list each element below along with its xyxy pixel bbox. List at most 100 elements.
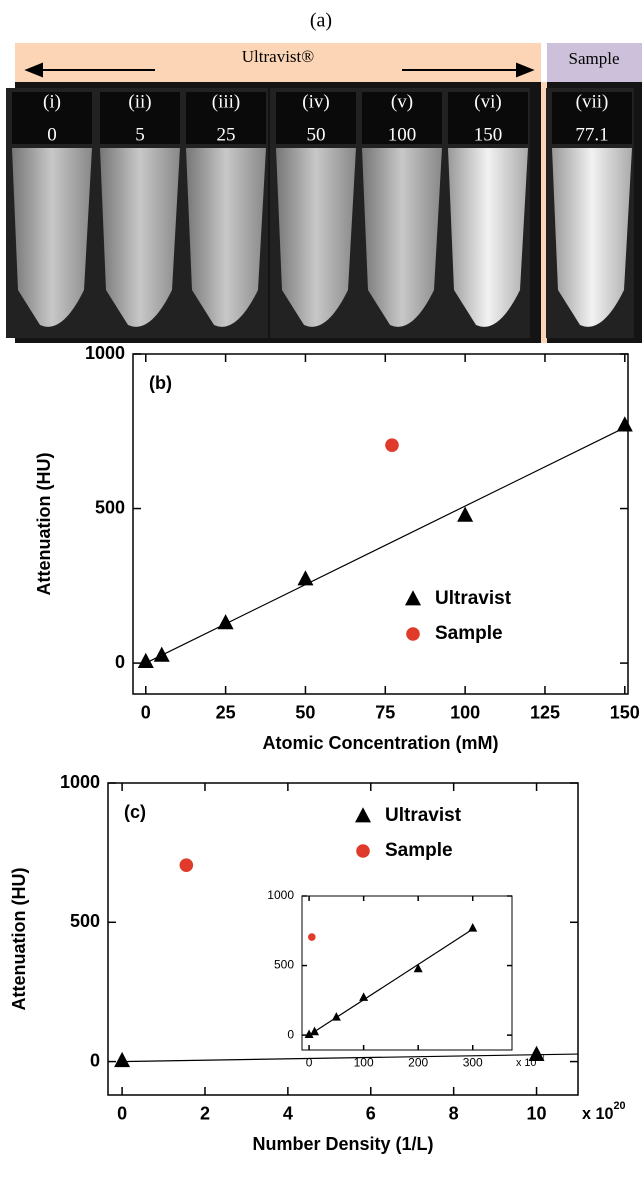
tube-label: (v) (391, 91, 413, 112)
fit-line (308, 928, 474, 1036)
legend-label: Sample (385, 840, 453, 861)
y-tick-label: 0 (90, 1050, 100, 1070)
marker-circle (385, 438, 399, 452)
panel-title: (a) (310, 10, 332, 32)
x-tick-label: 100 (354, 1055, 374, 1069)
marker-triangle (153, 646, 170, 662)
marker-circle (307, 933, 316, 941)
tube (552, 148, 632, 327)
legend-label: Ultravist (385, 805, 462, 826)
x-tick-label: 10 (527, 1104, 547, 1124)
marker-triangle (468, 923, 478, 932)
marker-triangle (304, 1029, 314, 1039)
y-tick-label: 500 (274, 958, 294, 972)
legend-marker (355, 807, 371, 823)
tube-label: (i) (43, 91, 61, 112)
x-multiplier-exponent: 20 (614, 1100, 626, 1112)
tubes: (i) 0 (ii) 5 (iii) 25 (iv) 50 (v) 100 (vi) 150 (vii)… (6, 88, 634, 338)
tube-cap (100, 92, 180, 144)
marker-triangle (616, 416, 633, 432)
marker-triangle (413, 963, 423, 973)
tube-cap (552, 92, 632, 144)
marker-triangle (114, 1051, 131, 1068)
x-multiplier-base: x 10 (516, 1057, 536, 1069)
tube-cap (186, 92, 266, 144)
x-tick-label: 8 (449, 1104, 459, 1124)
marker-triangle (297, 570, 314, 586)
tube-label: (iv) (302, 91, 329, 112)
sample-banner-bg (547, 43, 642, 82)
y-tick-label: 1000 (60, 772, 100, 792)
x-tick-label: 200 (408, 1055, 428, 1069)
panel-label: (c) (124, 802, 146, 822)
x-tick-label: 75 (375, 703, 395, 723)
tube-value: 150 (474, 124, 503, 145)
x-tick-label: 300 (463, 1055, 483, 1069)
x-tick-label: 0 (117, 1104, 127, 1124)
tube (276, 148, 356, 327)
y-tick-label: 1000 (85, 343, 125, 363)
banner (15, 43, 541, 82)
tube-cap (12, 92, 92, 144)
sample-banner-label: Sample (569, 49, 620, 68)
y-tick-label: 1000 (267, 888, 294, 902)
tube-label: (vi) (474, 91, 501, 112)
fit-line (122, 1053, 579, 1063)
plot-frame (132, 353, 629, 695)
x-tick-label: 4 (283, 1104, 293, 1124)
y-axis-label: Attenuation (HU) (34, 453, 54, 596)
legend-label: Sample (435, 623, 503, 644)
tube-cap (362, 92, 442, 144)
x-multiplier: x 1020 (582, 1100, 626, 1123)
tube-cap (276, 92, 356, 144)
legend-label: Ultravist (435, 588, 512, 609)
tube-value: 100 (388, 124, 417, 145)
x-tick-label: 25 (216, 703, 236, 723)
banner-label: Ultravist® (242, 47, 314, 66)
tube (362, 148, 442, 327)
x-tick-label: 0 (306, 1055, 313, 1069)
y-tick-label: 500 (70, 911, 100, 931)
tube-label: (ii) (128, 91, 151, 112)
tube-cap (448, 92, 528, 144)
tube (186, 148, 266, 327)
y-axis-label: Attenuation (HU) (9, 868, 29, 1011)
x-tick-label: 2 (200, 1104, 210, 1124)
x-multiplier-base: x 10 (582, 1105, 614, 1123)
marker-triangle (528, 1045, 545, 1062)
x-tick-label: 50 (295, 703, 315, 723)
x-multiplier-exponent: 20 (536, 1052, 544, 1061)
x-tick-label: 0 (141, 703, 151, 723)
marker-triangle (457, 506, 474, 522)
x-tick-label: 6 (366, 1104, 376, 1124)
panel-a: (a) Ultravist® Sample (i)0(ii)5(iii)25(i… (6, 10, 642, 343)
x-tick-label: 100 (450, 703, 480, 723)
x-axis-label: Atomic Concentration (mM) (263, 733, 499, 753)
tube-value: 0 (47, 124, 57, 145)
tube (448, 148, 528, 327)
y-tick-label: 500 (95, 497, 125, 517)
tube (12, 148, 92, 327)
legend-marker (405, 590, 421, 606)
tube-value: 77.1 (575, 124, 608, 145)
plot-frame (301, 895, 513, 1051)
panel-label: (b) (149, 373, 172, 393)
x-tick-label: 150 (610, 703, 640, 723)
x-tick-label: 125 (530, 703, 560, 723)
tube-label: (iii) (212, 91, 241, 112)
x-multiplier: x 1020 (516, 1052, 544, 1069)
marker-circle (179, 858, 194, 872)
arrows (24, 62, 535, 78)
tube-value: 5 (135, 124, 145, 145)
fit-line (145, 427, 626, 664)
marker-triangle (137, 652, 154, 668)
y-tick-label: 0 (115, 652, 125, 672)
legend-marker (356, 844, 370, 858)
tube-label: (vii) (576, 91, 609, 112)
legend-marker (406, 627, 420, 641)
tube-value: 25 (217, 124, 236, 145)
x-axis-label: Number Density (1/L) (252, 1134, 433, 1154)
tube-value: 50 (307, 124, 326, 145)
tube (100, 148, 180, 327)
